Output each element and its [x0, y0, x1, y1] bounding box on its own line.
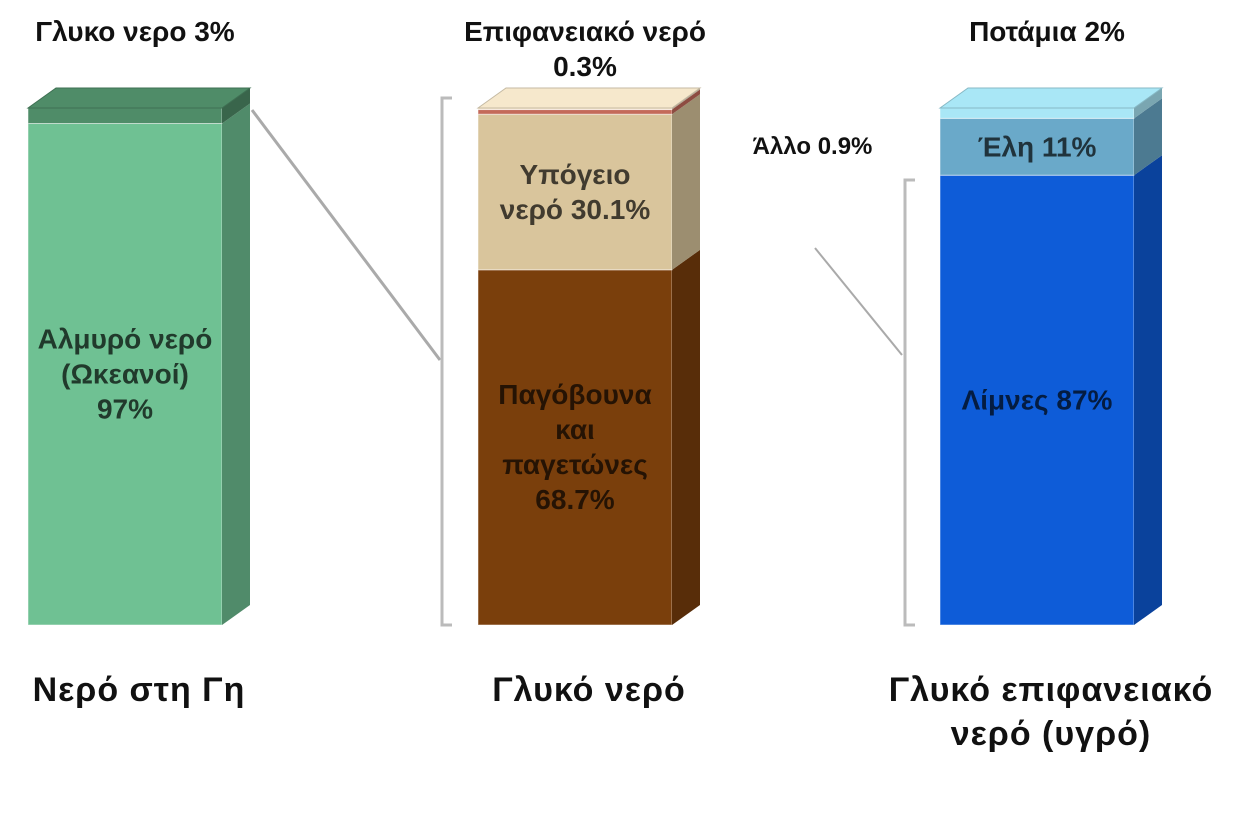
- chart-title: Γλυκό νερό: [492, 671, 686, 709]
- segment-value: 3%: [194, 16, 235, 47]
- segment-name: Υπόγειο νερό: [499, 159, 631, 225]
- segment-value: 11%: [1041, 131, 1097, 163]
- connector: [250, 109, 442, 361]
- segment-name: Άλλο: [752, 133, 812, 160]
- bar-side: [1134, 88, 1162, 119]
- bar-top: [938, 87, 1164, 109]
- segment-value: 68.7%: [535, 484, 615, 516]
- connector: [814, 247, 903, 356]
- bar-segment: [939, 107, 1135, 119]
- bar-side: [1134, 98, 1162, 176]
- bar-side: [222, 88, 250, 124]
- segment-label: Ποτάμια 2%: [900, 14, 1194, 49]
- segment-name: Ποτάμια: [969, 16, 1077, 47]
- bar-side: [1134, 155, 1162, 625]
- bar-segment: [27, 107, 223, 125]
- segment-value: 87%: [1056, 384, 1113, 416]
- segment-value: 0.9%: [817, 133, 873, 160]
- segment-value: 97%: [96, 393, 154, 425]
- segment-label: Αλμυρό νερό (Ωκεανοί) 97%: [36, 322, 214, 427]
- segment-name: Λίμνες: [961, 384, 1049, 416]
- segment-label: Γλυκο νερο 3%: [0, 14, 282, 49]
- segment-name: Επιφανειακό νερό: [464, 16, 706, 47]
- bar-segment: [477, 109, 673, 115]
- bar-side: [672, 89, 700, 115]
- segment-name: Έλη: [977, 131, 1035, 163]
- bar-top: [476, 87, 702, 109]
- chart-title: Νερό στη Γη: [32, 671, 246, 709]
- bar-segment: [477, 269, 673, 626]
- segment-label: Υπόγειο νερό 30.1%: [486, 157, 664, 227]
- bar-segment: [27, 123, 223, 626]
- segment-value: 0.3%: [553, 51, 617, 82]
- segment-label: Λίμνες 87%: [948, 383, 1126, 418]
- bar-top: [26, 87, 252, 109]
- bracket: [903, 178, 915, 627]
- bracket: [440, 96, 452, 627]
- bar-side: [222, 103, 250, 625]
- segment-label: Έλη 11%: [948, 129, 1126, 164]
- segment-name: Αλμυρό νερό (Ωκεανοί): [37, 323, 213, 390]
- chart-title: Γλυκό επιφανειακό νερό (υγρό): [888, 671, 1214, 754]
- segment-value: 2%: [1084, 16, 1125, 47]
- bar-side: [672, 94, 700, 270]
- bar-segment: [939, 174, 1135, 626]
- bar-segment: [939, 117, 1135, 176]
- segment-value: 30.1%: [570, 194, 651, 225]
- bar-segment: [477, 113, 673, 271]
- segment-label: Επιφανειακό νερό 0.3%: [438, 14, 732, 84]
- bar-side: [672, 249, 700, 626]
- segment-name: Παγόβουνα και παγετώνες: [498, 379, 652, 481]
- segment-label: Άλλο 0.9%: [710, 132, 915, 162]
- segment-name: Γλυκο νερο: [35, 16, 187, 47]
- segment-label: Παγόβουνα και παγετώνες 68.7%: [486, 377, 664, 517]
